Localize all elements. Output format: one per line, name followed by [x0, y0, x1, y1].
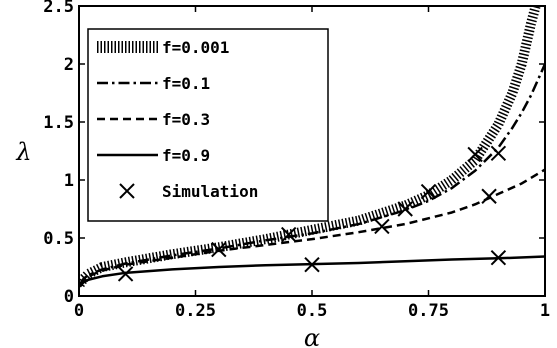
- y-tick-label: 1: [64, 171, 74, 191]
- legend: f=0.001 f=0.1 f=0.3 f=0.9 Simulation: [87, 28, 329, 222]
- simulation-marker: [397, 201, 413, 217]
- legend-label-f-0-1: f=0.1: [162, 74, 210, 93]
- y-tick-label: 0.5: [43, 229, 74, 249]
- simulation-marker: [467, 146, 483, 163]
- simulation-marker: [211, 241, 227, 258]
- y-tick-label: 2: [64, 55, 74, 75]
- simulation-marker: [490, 145, 507, 162]
- x-tick-label: 0: [74, 301, 84, 321]
- series-line-f-0-001: [79, 4, 541, 288]
- simulation-marker: [304, 256, 320, 273]
- x-tick-label: 0.75: [408, 301, 449, 321]
- legend-label-f-0-3: f=0.3: [162, 110, 210, 129]
- y-tick-label: 1.5: [43, 113, 74, 133]
- y-tick-label: 0: [64, 287, 74, 307]
- marker-layer: [117, 145, 507, 282]
- legend-label-f-0-001: f=0.001: [162, 38, 229, 57]
- x-tick-label: 1: [540, 301, 550, 321]
- legend-swatch-simulation: [119, 183, 135, 199]
- ticks-layer: 0 0.25 0.5 0.75 1 0 0.5 1 1.5 2 2.5: [43, 0, 550, 321]
- simulation-marker: [481, 188, 497, 204]
- simulation-marker: [490, 250, 507, 266]
- simulation-marker: [117, 266, 134, 282]
- y-tick-label: 2.5: [43, 0, 74, 17]
- simulation-marker: [280, 226, 297, 243]
- x-tick-label: 0.25: [175, 301, 216, 321]
- x-tick-label: 0.5: [297, 301, 328, 321]
- series-line-f-0-9: [79, 255, 545, 288]
- simulation-marker: [420, 183, 437, 200]
- legend-label-f-0-9: f=0.9: [162, 146, 210, 165]
- legend-label-simulation: Simulation: [162, 182, 258, 201]
- simulation-marker: [374, 218, 390, 235]
- y-axis-label: λ: [15, 138, 31, 166]
- x-axis-label: α: [304, 324, 320, 348]
